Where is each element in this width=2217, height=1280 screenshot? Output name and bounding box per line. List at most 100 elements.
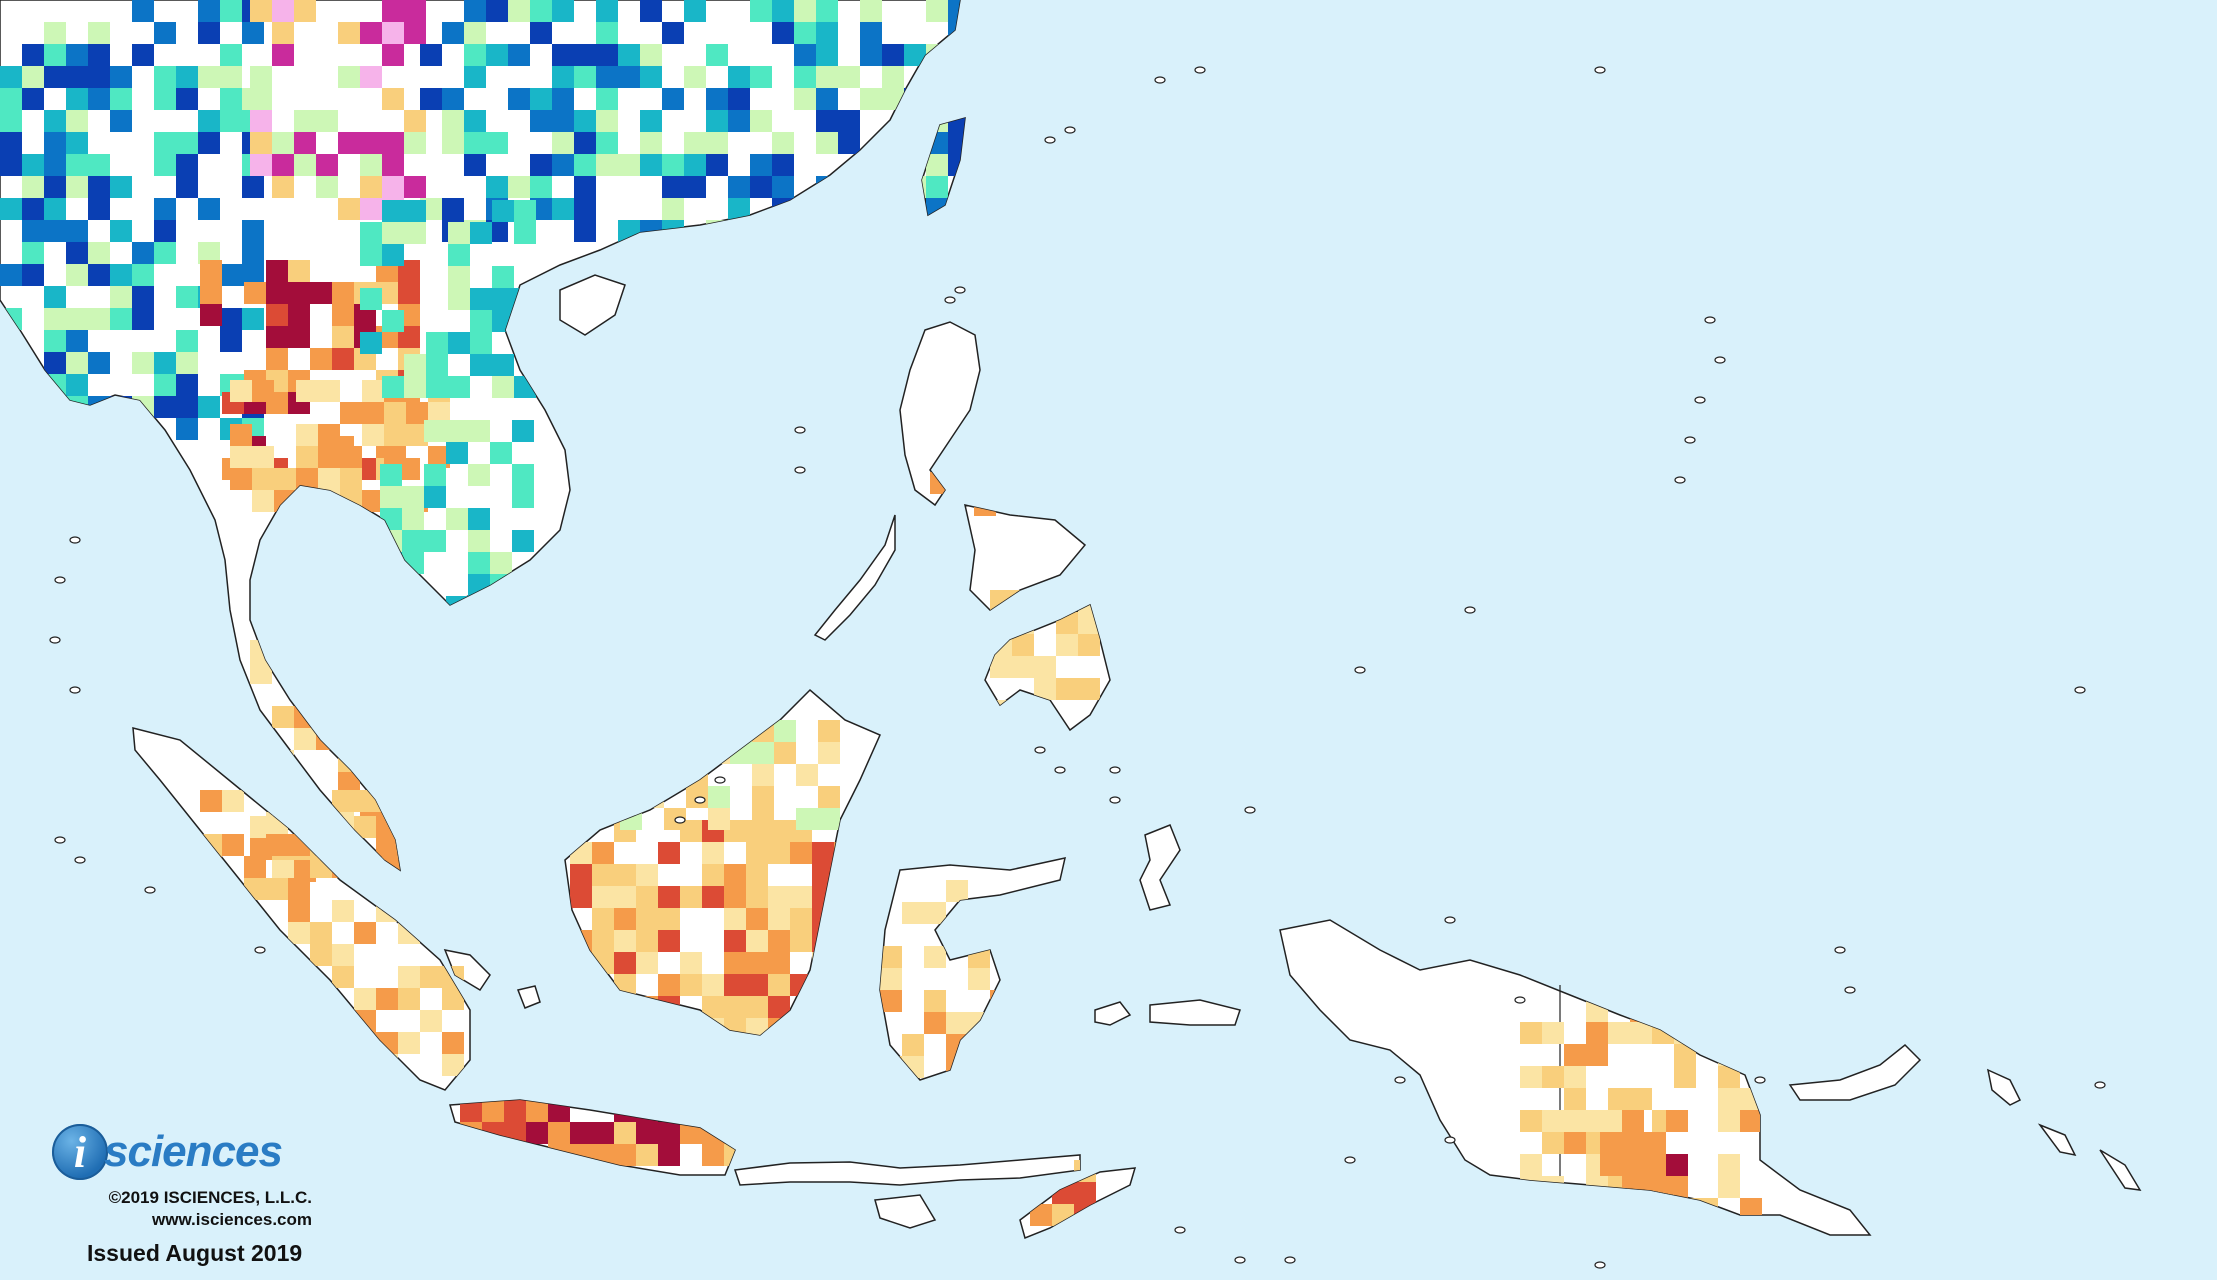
anomaly-cell bbox=[242, 264, 264, 286]
anomaly-cell bbox=[708, 786, 730, 808]
islet bbox=[1464, 606, 1476, 614]
anomaly-cell bbox=[702, 842, 724, 864]
anomaly-cell bbox=[818, 786, 840, 808]
anomaly-cell bbox=[266, 878, 288, 900]
anomaly-cell bbox=[316, 154, 338, 176]
anomaly-cell bbox=[88, 352, 110, 374]
anomaly-cell bbox=[220, 264, 242, 286]
anomaly-cell bbox=[774, 720, 796, 742]
anomaly-cell bbox=[790, 908, 812, 930]
website-text: www.isciences.com bbox=[152, 1210, 312, 1229]
islet bbox=[1594, 66, 1606, 74]
anomaly-cell bbox=[926, 154, 948, 176]
anomaly-cell bbox=[750, 0, 772, 22]
anomaly-cell bbox=[794, 0, 816, 22]
anomaly-cell bbox=[176, 352, 198, 374]
anomaly-cell bbox=[464, 132, 486, 154]
anomaly-cell bbox=[796, 764, 818, 786]
islet bbox=[674, 816, 686, 824]
anomaly-cell bbox=[360, 332, 382, 354]
anomaly-cell bbox=[420, 44, 442, 66]
anomaly-cell bbox=[384, 424, 406, 446]
isciences-logo: i sciences bbox=[52, 1118, 312, 1186]
anomaly-cell bbox=[470, 332, 492, 354]
sumba bbox=[874, 1194, 937, 1229]
anomaly-cell bbox=[658, 842, 680, 864]
islet bbox=[794, 426, 806, 434]
anomaly-cell bbox=[570, 864, 592, 886]
anomaly-cell bbox=[662, 154, 684, 176]
anomaly-cell bbox=[1622, 1110, 1644, 1132]
anomaly-cell bbox=[924, 946, 946, 968]
anomaly-cell bbox=[486, 176, 508, 198]
anomaly-cell bbox=[768, 974, 790, 996]
anomaly-cell bbox=[684, 176, 706, 198]
anomaly-cell bbox=[504, 1100, 526, 1122]
anomaly-cell bbox=[318, 424, 340, 446]
anomaly-cell bbox=[22, 44, 44, 66]
anomaly-cell bbox=[110, 88, 132, 110]
anomaly-cell bbox=[746, 952, 768, 974]
anomaly-cell bbox=[902, 902, 924, 924]
anomaly-cell bbox=[66, 330, 88, 352]
anomaly-cell bbox=[294, 110, 316, 132]
anomaly-cell bbox=[338, 772, 360, 794]
anomaly-cell bbox=[44, 176, 66, 198]
anomaly-cell bbox=[768, 908, 790, 930]
anomaly-cell bbox=[332, 348, 354, 370]
anomaly-cell bbox=[860, 88, 882, 110]
anomaly-cell bbox=[88, 308, 110, 330]
anomaly-cell bbox=[132, 0, 154, 22]
anomaly-cell bbox=[220, 44, 242, 66]
anomaly-cell bbox=[680, 1122, 702, 1144]
anomaly-cell bbox=[552, 66, 574, 88]
anomaly-cell bbox=[816, 66, 838, 88]
anomaly-cell bbox=[0, 154, 22, 176]
anomaly-cell bbox=[926, 176, 948, 198]
anomaly-cell bbox=[176, 88, 198, 110]
anomaly-cell bbox=[382, 310, 404, 332]
anomaly-cell bbox=[44, 132, 66, 154]
anomaly-cell bbox=[552, 110, 574, 132]
anomaly-cell bbox=[384, 446, 406, 468]
anomaly-cell bbox=[772, 154, 794, 176]
anomaly-cell bbox=[684, 132, 706, 154]
anomaly-cell bbox=[1666, 1176, 1688, 1198]
islet bbox=[1834, 946, 1846, 954]
anomaly-cell bbox=[508, 44, 530, 66]
anomaly-cell bbox=[198, 22, 220, 44]
anomaly-cell bbox=[614, 952, 636, 974]
anomaly-cell bbox=[794, 22, 816, 44]
anomaly-cell bbox=[880, 968, 902, 990]
anomaly-cell bbox=[424, 420, 446, 442]
anomaly-cell bbox=[926, 0, 948, 22]
anomaly-cell bbox=[746, 842, 768, 864]
anomaly-cell bbox=[0, 264, 22, 286]
anomaly-cell bbox=[512, 530, 534, 552]
anomaly-cell bbox=[1718, 1110, 1740, 1132]
anomaly-cell bbox=[198, 242, 220, 264]
anomaly-cell bbox=[492, 200, 514, 222]
anomaly-cell bbox=[44, 352, 66, 374]
anomaly-cell bbox=[768, 886, 790, 908]
anomaly-cell bbox=[530, 22, 552, 44]
anomaly-cell bbox=[198, 110, 220, 132]
anomaly-cell bbox=[402, 486, 424, 508]
new-britain bbox=[1788, 1043, 1922, 1101]
anomaly-cell bbox=[880, 990, 902, 1012]
anomaly-cell bbox=[316, 176, 338, 198]
anomaly-cell bbox=[448, 244, 470, 266]
anomaly-cell bbox=[250, 66, 272, 88]
anomaly-cell bbox=[596, 88, 618, 110]
anomaly-cell bbox=[332, 944, 354, 966]
anomaly-cell bbox=[468, 508, 490, 530]
anomaly-cell bbox=[154, 242, 176, 264]
anomaly-cell bbox=[66, 264, 88, 286]
anomaly-cell bbox=[398, 988, 420, 1010]
anomaly-cell bbox=[420, 966, 442, 988]
anomaly-cell bbox=[614, 1144, 636, 1166]
islet bbox=[1394, 1076, 1406, 1084]
anomaly-cell bbox=[724, 864, 746, 886]
anomaly-cell bbox=[750, 110, 772, 132]
